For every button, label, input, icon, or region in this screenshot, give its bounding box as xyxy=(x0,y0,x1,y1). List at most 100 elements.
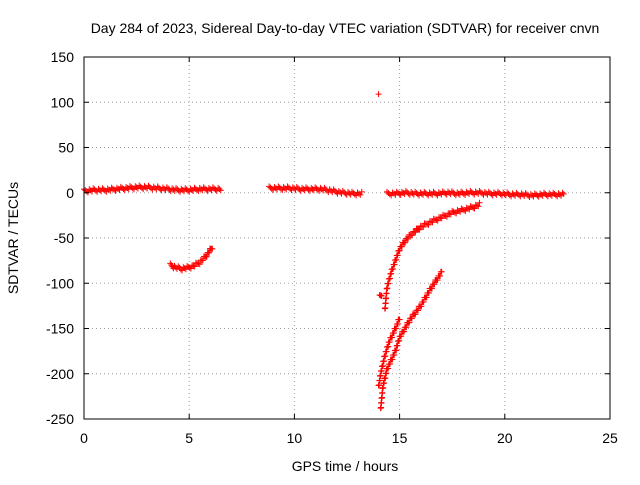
data-point xyxy=(339,187,346,194)
data-point xyxy=(438,215,445,222)
data-point xyxy=(420,298,427,305)
data-point xyxy=(196,261,203,268)
y-tick-label: -200 xyxy=(46,366,74,382)
data-point xyxy=(163,184,170,191)
data-point xyxy=(398,243,405,250)
data-point xyxy=(445,210,452,217)
data-point xyxy=(348,188,355,195)
data-point xyxy=(217,187,224,194)
data-point xyxy=(405,235,412,242)
data-point xyxy=(428,218,435,225)
data-point xyxy=(434,277,441,284)
data-point xyxy=(433,217,440,224)
data-point xyxy=(396,247,403,254)
x-tick-label: 15 xyxy=(392,430,408,446)
x-tick-label: 10 xyxy=(287,430,303,446)
data-point xyxy=(439,211,446,218)
data-point xyxy=(402,187,409,194)
data-point xyxy=(437,214,444,221)
data-point xyxy=(390,329,397,336)
data-point xyxy=(485,188,492,195)
data-point xyxy=(418,303,425,310)
data-point xyxy=(409,232,416,239)
data-point xyxy=(209,245,216,252)
data-point xyxy=(203,253,210,260)
x-axis-title: GPS time / hours xyxy=(292,458,399,474)
data-point xyxy=(389,334,396,341)
x-tick-label: 0 xyxy=(80,430,88,446)
data-point xyxy=(447,211,454,218)
data-point xyxy=(393,325,400,332)
data-point xyxy=(189,262,196,269)
data-point xyxy=(173,185,180,192)
plot-frame xyxy=(83,56,611,420)
data-point xyxy=(418,223,425,230)
data-point xyxy=(559,189,566,196)
data-point xyxy=(424,221,431,228)
data-point xyxy=(191,263,198,270)
data-point xyxy=(402,239,409,246)
tick-layer xyxy=(83,56,611,420)
data-point xyxy=(293,183,300,190)
data-point xyxy=(398,333,405,340)
data-point xyxy=(425,221,432,228)
data-point xyxy=(441,212,448,219)
data-point xyxy=(448,188,455,195)
data-point xyxy=(436,214,443,221)
data-point xyxy=(522,190,529,197)
y-tick-label: -250 xyxy=(46,411,74,427)
y-tick-label: 0 xyxy=(66,185,74,201)
data-point xyxy=(423,294,430,301)
x-tick-label: 25 xyxy=(602,430,618,446)
data-point xyxy=(420,223,427,230)
data-point xyxy=(378,292,385,299)
data-point xyxy=(385,365,392,372)
data-point xyxy=(416,226,423,233)
y-tick-label: 50 xyxy=(58,140,74,156)
data-point xyxy=(560,190,567,197)
data-point xyxy=(476,199,483,206)
data-point xyxy=(438,268,445,275)
grid-layer xyxy=(84,57,610,419)
data-point xyxy=(422,220,429,227)
data-point xyxy=(396,316,403,323)
y-tick-label: -150 xyxy=(46,321,74,337)
data-point xyxy=(358,188,365,195)
data-point xyxy=(434,217,441,224)
data-point xyxy=(431,281,438,288)
chart-title: Day 284 of 2023, Sidereal Day-to-day VTE… xyxy=(91,20,600,36)
data-point xyxy=(403,324,410,331)
data-point xyxy=(401,328,408,335)
data-point xyxy=(437,272,444,279)
y-tick-label: 100 xyxy=(51,94,75,110)
data-point xyxy=(389,356,396,363)
y-axis-title: SDTVAR / TECUs xyxy=(5,182,21,294)
y-tick-label: -100 xyxy=(46,275,74,291)
data-point xyxy=(425,289,432,296)
data-point xyxy=(321,184,328,191)
data-point xyxy=(154,183,161,190)
data-point xyxy=(475,203,482,210)
data-point xyxy=(216,186,223,193)
data-point xyxy=(391,351,398,358)
data-point xyxy=(426,218,433,225)
data-point xyxy=(408,315,415,322)
data-point xyxy=(406,319,413,326)
data-point xyxy=(470,204,477,211)
x-tick-label: 20 xyxy=(497,430,513,446)
data-point xyxy=(412,229,419,236)
data-point xyxy=(186,264,193,271)
data-point xyxy=(446,210,453,217)
data-point xyxy=(432,216,439,223)
data-point xyxy=(443,213,450,220)
data-point xyxy=(375,91,382,98)
data-point xyxy=(472,201,479,208)
data-point xyxy=(199,257,206,264)
data-point xyxy=(429,219,436,226)
data-point xyxy=(412,311,419,318)
data-point xyxy=(386,360,393,367)
data-point xyxy=(471,205,478,212)
label-layer: 0 5 10 15 20 25 -250 -200 -150 -100 -50 0 50 100 150 xyxy=(46,49,618,446)
